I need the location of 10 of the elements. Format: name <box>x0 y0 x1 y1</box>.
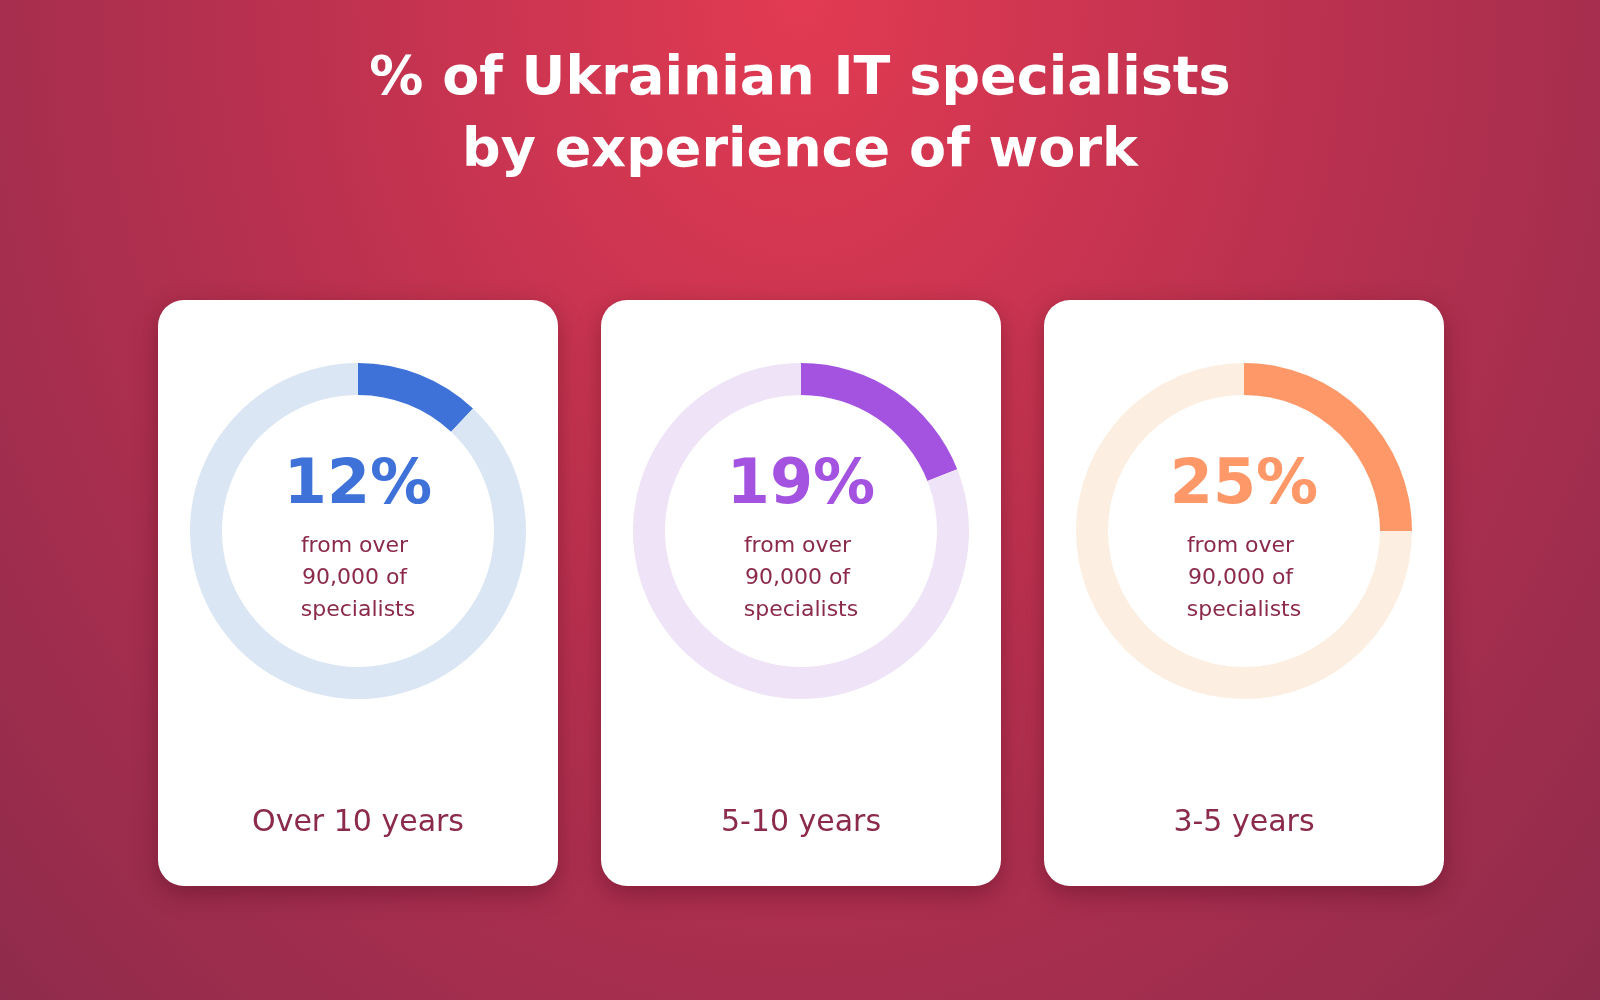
data-label: 25% <box>1169 444 1319 518</box>
data-label: 12% <box>283 444 433 518</box>
data-label: 19% <box>726 444 876 518</box>
text: from over 90,000 of specialists <box>300 531 416 621</box>
text: 5-10 years <box>720 802 882 838</box>
text: from over 90,000 of specialists <box>1186 531 1302 621</box>
text: % of Ukrainian IT specialists by experience of work <box>368 43 1232 181</box>
text: Over 10 years <box>252 802 464 838</box>
text: 3-5 years <box>1173 802 1315 838</box>
text: from over 90,000 of specialists <box>743 531 859 621</box>
